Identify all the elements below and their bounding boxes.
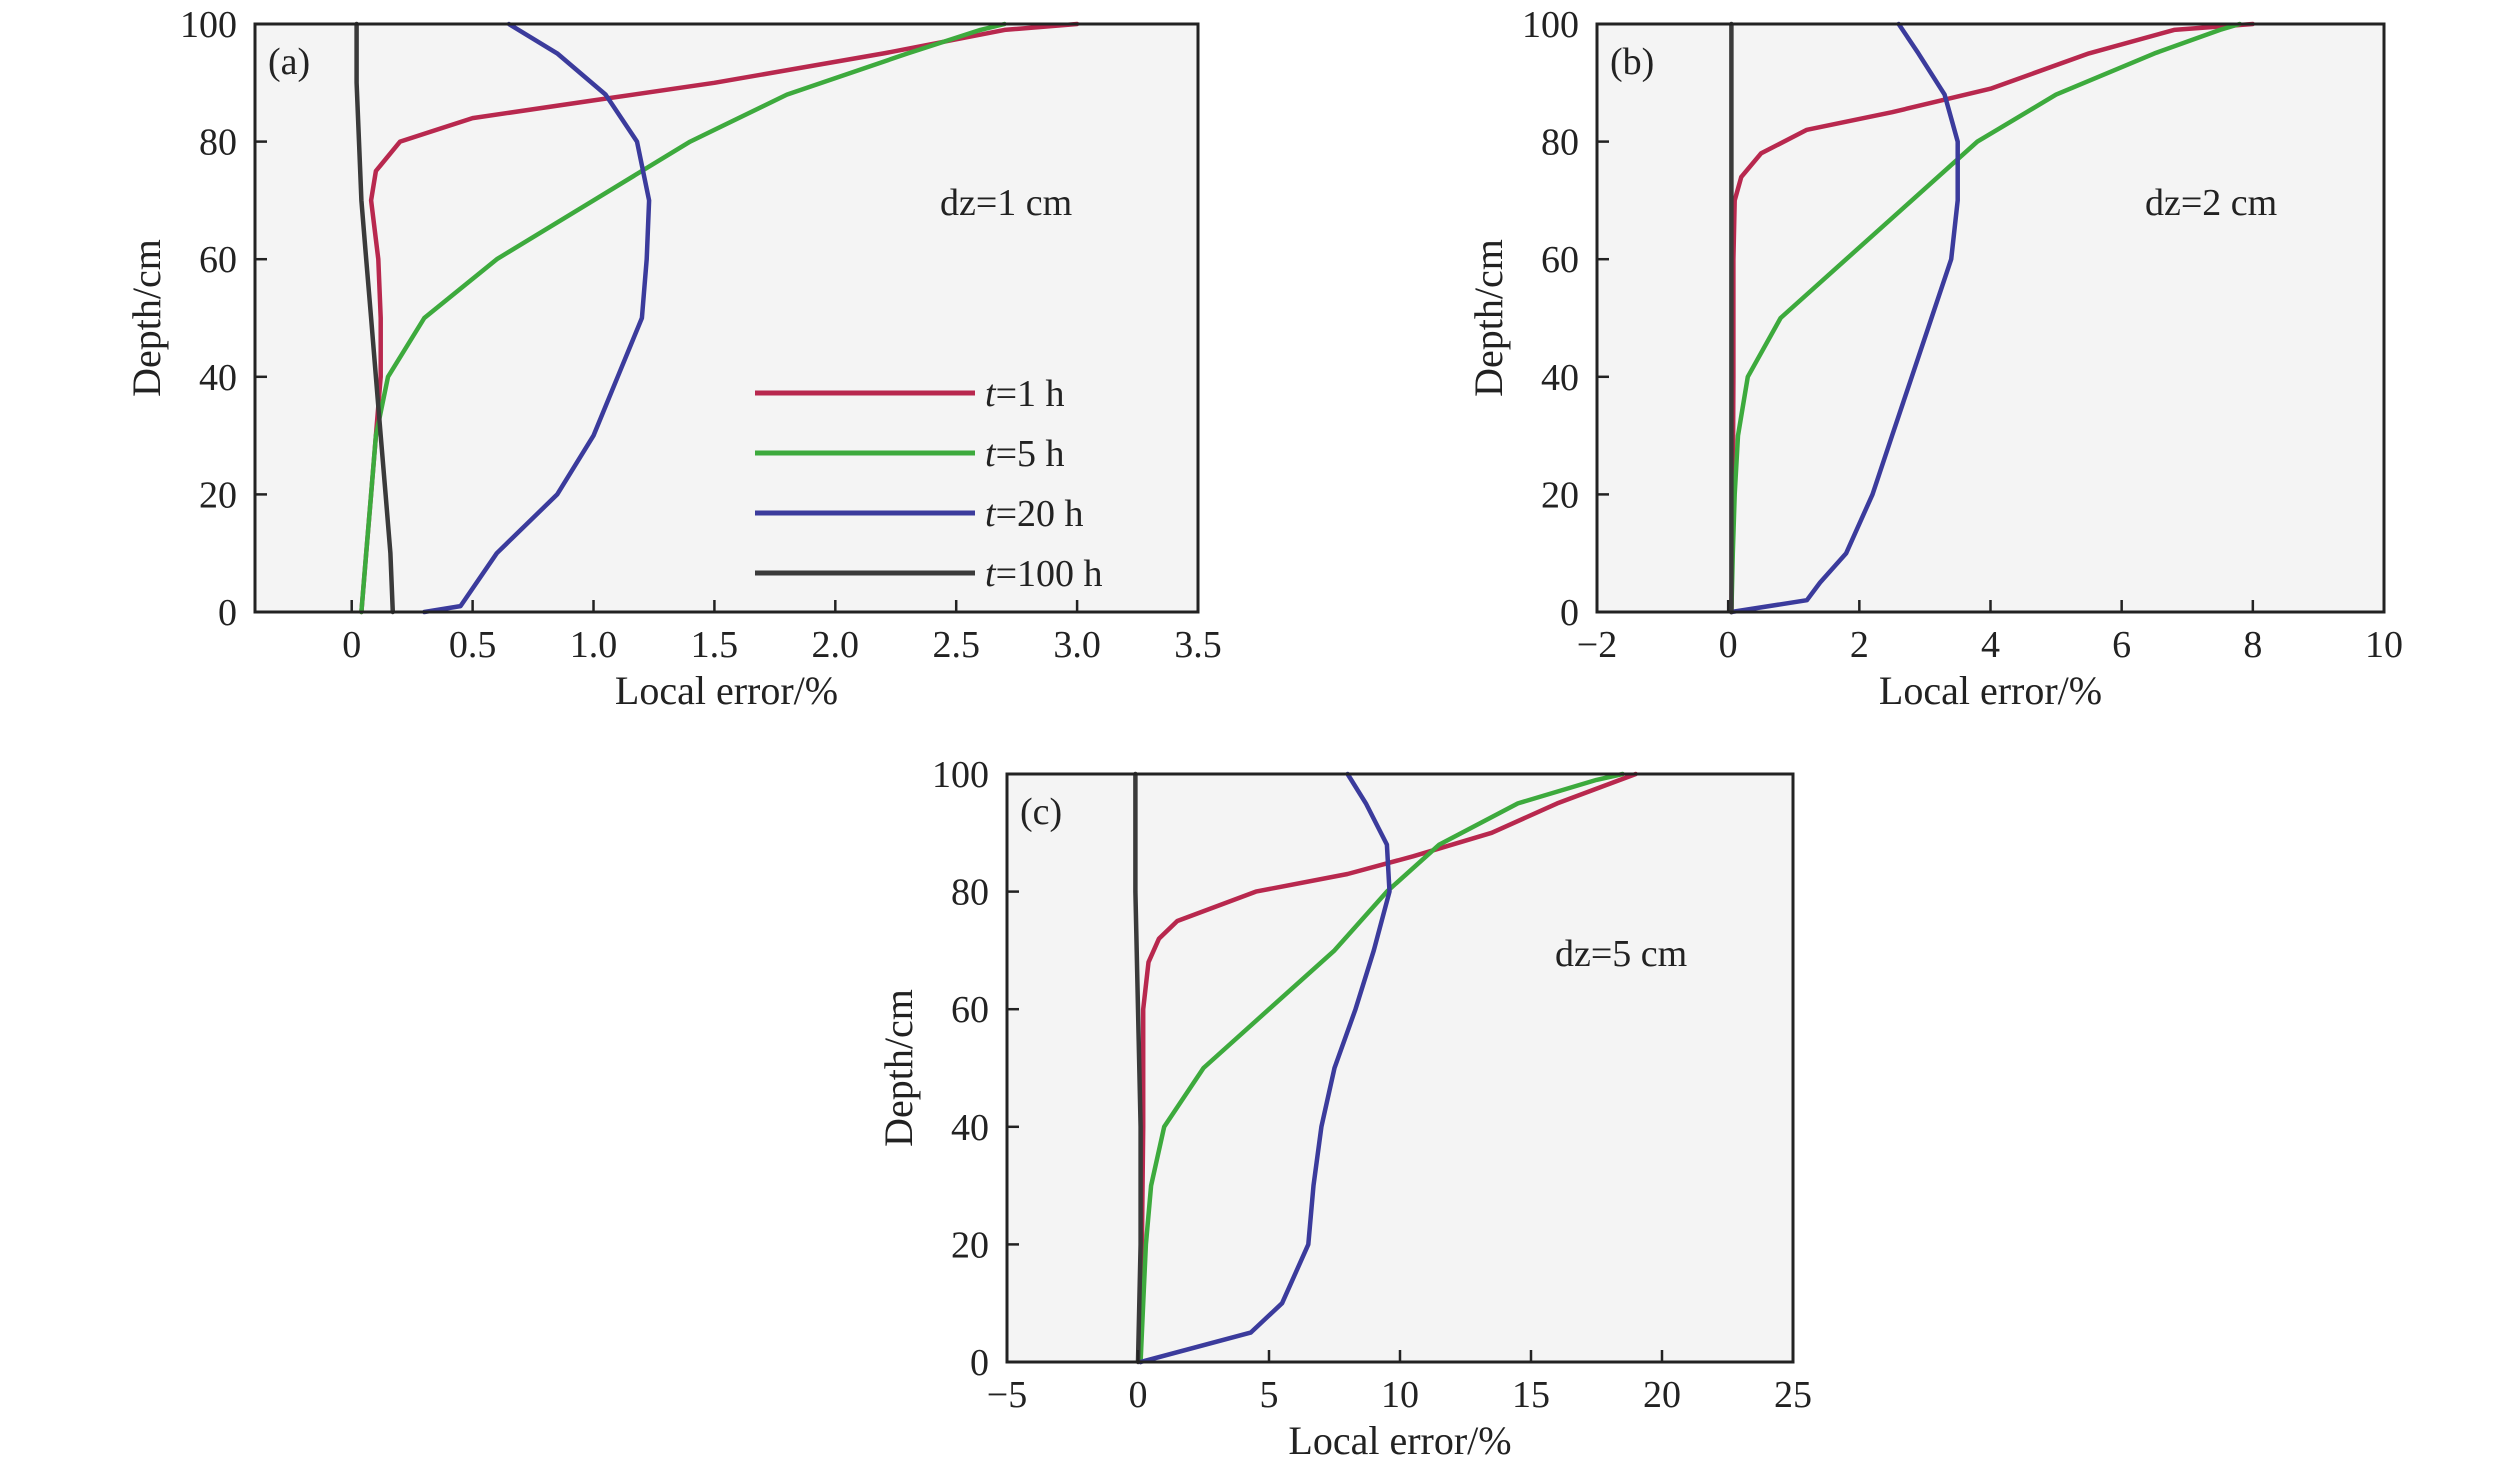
panel-c-ytick-label: 80 — [951, 872, 989, 914]
panel-c-plot-area — [1007, 774, 1793, 1362]
panel-b-ytick-label: 80 — [1541, 122, 1579, 164]
panel-a-xtick-label: 1.5 — [691, 624, 739, 666]
panel-a-xtick-label: 0.5 — [449, 624, 497, 666]
panel-c-annotation: dz=5 cm — [1555, 933, 1687, 975]
panel-a-ytick-label: 0 — [218, 592, 237, 634]
panel-b-xtick-label: 8 — [2243, 624, 2262, 666]
panel-c-xtick-label: 10 — [1381, 1374, 1419, 1416]
panel-b-ytick-label: 40 — [1541, 357, 1579, 399]
legend: t=1 h t=5 h t=20 h t=100 h — [755, 373, 1103, 595]
panel-b-xtick-label: 2 — [1850, 624, 1869, 666]
panel-a-ytick-label: 100 — [180, 4, 237, 46]
panel-b-y-axis-title: Depth/cm — [1466, 239, 1511, 397]
panel-c-xtick-label: −5 — [987, 1374, 1027, 1416]
panel-b-ytick-label: 100 — [1522, 4, 1579, 46]
panel-c-ytick-label: 60 — [951, 989, 989, 1031]
panel-c-x-axis-title: Local error/% — [1288, 1418, 1511, 1463]
panel-a-xtick-label: 1.0 — [570, 624, 618, 666]
panel-b-annotation: dz=2 cm — [2145, 182, 2277, 224]
panel-b-series-2-line — [1729, 21, 2242, 615]
panel-b-ytick-label: 20 — [1541, 474, 1579, 516]
panel-a-ytick-label: 40 — [199, 357, 237, 399]
panel-c-series-4-line — [1133, 771, 1143, 1365]
panel-c-y-axis-title: Depth/cm — [876, 989, 921, 1147]
panel-a-series-4-line — [354, 21, 396, 615]
panel-a-y-axis-title: Depth/cm — [124, 239, 169, 397]
panel-c-series-3-line — [1138, 771, 1392, 1365]
panel-c-series-1-line — [1138, 771, 1639, 1365]
panel-a-annotation: dz=1 cm — [940, 182, 1072, 224]
panel-b-xtick-label: 4 — [1981, 624, 2000, 666]
panel-a: 0 0.5 1.0 1.5 2.0 2.5 3.0 3.5 0 20 40 60 80 100 Local … — [124, 4, 1222, 713]
panel-b-series-3-line — [1729, 21, 1960, 615]
panel-a-series-3-line — [422, 21, 652, 615]
panel-c-xtick-label: 20 — [1643, 1374, 1681, 1416]
panel-a-ytick-label: 60 — [199, 239, 237, 281]
panel-b-x-axis-title: Local error/% — [1879, 668, 2102, 713]
panel-b-xtick-label: −2 — [1577, 624, 1617, 666]
panel-a-ytick-label: 20 — [199, 474, 237, 516]
panel-c-series-2-line — [1138, 771, 1625, 1365]
panel-a-frame — [253, 22, 1200, 614]
panel-c-ytick-label: 0 — [970, 1342, 989, 1384]
legend-label: t=20 h — [985, 493, 1084, 535]
panel-c-ytick-label: 20 — [951, 1224, 989, 1266]
panel-c-ytick-label: 100 — [932, 754, 989, 796]
panel-a-xtick-label: 3.5 — [1174, 624, 1222, 666]
panel-a-xtick-label: 3.0 — [1053, 624, 1101, 666]
legend-label: t=5 h — [985, 433, 1065, 475]
panel-c-ytick-label: 40 — [951, 1107, 989, 1149]
panel-a-label: (a) — [268, 41, 310, 83]
panel-b-ytick-label: 60 — [1541, 239, 1579, 281]
panel-c-xtick-label: 0 — [1129, 1374, 1148, 1416]
panel-c-xtick-label: 15 — [1512, 1374, 1550, 1416]
panel-a-xtick-label: 2.0 — [812, 624, 860, 666]
legend-label: t=100 h — [985, 553, 1103, 595]
panel-b-label: (b) — [1610, 41, 1654, 83]
panel-b-xtick-label: 6 — [2112, 624, 2131, 666]
panel-a-xtick-label: 0 — [342, 624, 361, 666]
panel-c-label: (c) — [1020, 791, 1062, 833]
panel-c-xtick-label: 5 — [1260, 1374, 1279, 1416]
panel-b-plot-area — [1597, 24, 2384, 612]
legend-label: t=1 h — [985, 373, 1065, 415]
panel-a-x-axis-title: Local error/% — [615, 668, 838, 713]
panel-b-xtick-label: 0 — [1719, 624, 1738, 666]
panel-b-xtick-label: 10 — [2365, 624, 2403, 666]
panel-a-series-2-line — [359, 21, 1007, 615]
panel-a-xtick-label: 2.5 — [932, 624, 980, 666]
panel-c-xtick-label: 25 — [1774, 1374, 1812, 1416]
panel-b-ytick-label: 0 — [1560, 592, 1579, 634]
panel-a-ytick-label: 80 — [199, 122, 237, 164]
